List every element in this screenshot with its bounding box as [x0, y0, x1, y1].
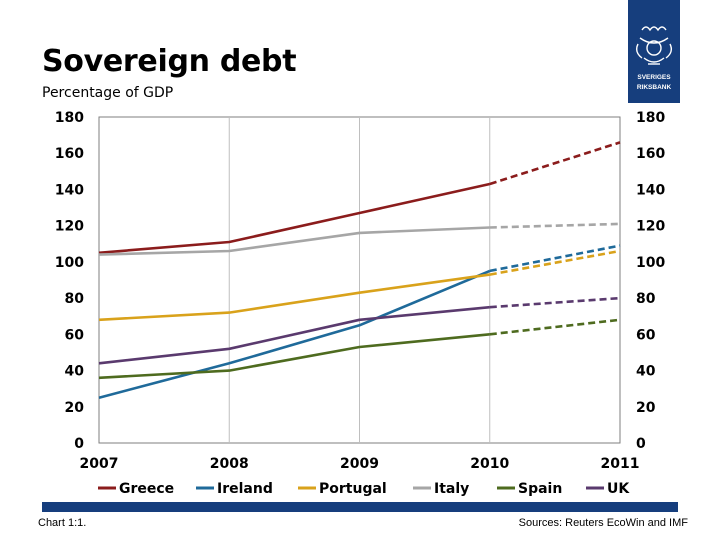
y-tick-label-right-60: 60: [636, 327, 656, 343]
series-forecast-ireland: [489, 244, 621, 273]
y-tick-label-left-20: 20: [65, 400, 85, 416]
chart-title: Sovereign debt: [42, 44, 297, 79]
y-tick-label-left-40: 40: [65, 364, 85, 380]
y-tick-label-left-80: 80: [65, 291, 85, 307]
y-tick-label-right-180: 180: [636, 110, 665, 126]
y-tick-label-left-100: 100: [55, 255, 84, 271]
legend-label-italy: Italy: [434, 481, 469, 497]
y-tick-label-right-40: 40: [636, 364, 656, 380]
chart-subtitle: Percentage of GDP: [42, 85, 174, 101]
y-tick-label-right-140: 140: [636, 182, 665, 198]
y-tick-label-left-60: 60: [65, 327, 85, 343]
y-tick-label-left-160: 160: [55, 146, 84, 162]
series-line-spain: [98, 333, 490, 380]
sources-note: Sources: Reuters EcoWin and IMF: [518, 517, 688, 529]
y-tick-label-right-80: 80: [636, 291, 656, 307]
x-tick-label-2007: 2007: [80, 456, 119, 472]
series-line-uk: [98, 305, 490, 365]
logo-text-sveriges: SVERIGES: [637, 74, 671, 81]
series-line-ireland: [98, 269, 491, 399]
series-forecast-greece: [489, 141, 621, 186]
y-tick-label-right-100: 100: [636, 255, 665, 271]
x-tick-label-2009: 2009: [340, 456, 379, 472]
y-tick-label-right-0: 0: [636, 436, 646, 452]
y-tick-label-right-160: 160: [636, 146, 665, 162]
series-line-italy: [98, 226, 490, 256]
y-tick-label-left-120: 120: [55, 219, 84, 235]
series-line-portugal: [98, 273, 490, 322]
series-forecast-italy: [489, 222, 621, 229]
legend-label-greece: Greece: [119, 481, 174, 497]
y-tick-label-left-140: 140: [55, 182, 84, 198]
legend-label-portugal: Portugal: [319, 481, 387, 497]
y-tick-label-left-180: 180: [55, 110, 84, 126]
series-forecast-portugal: [489, 249, 621, 276]
y-tick-label-right-120: 120: [636, 219, 665, 235]
series-forecast-spain: [489, 318, 621, 336]
legend-label-uk: UK: [607, 481, 630, 497]
chart-number: Chart 1:1.: [38, 517, 87, 529]
y-tick-label-right-20: 20: [636, 400, 656, 416]
riksbank-logo: SVERIGES RIKSBANK: [628, 0, 680, 103]
series-line-greece: [98, 182, 491, 255]
series-forecast-uk: [489, 296, 621, 309]
x-tick-label-2011: 2011: [601, 456, 640, 472]
x-tick-label-2008: 2008: [210, 456, 249, 472]
y-tick-label-left-0: 0: [74, 436, 84, 452]
crown-emblem-icon: [635, 26, 673, 65]
legend-label-spain: Spain: [518, 481, 562, 497]
legend-label-ireland: Ireland: [217, 481, 273, 497]
footer-bar: [42, 502, 678, 512]
logo-text-riksbank: RIKSBANK: [636, 84, 672, 91]
x-tick-label-2010: 2010: [470, 456, 509, 472]
